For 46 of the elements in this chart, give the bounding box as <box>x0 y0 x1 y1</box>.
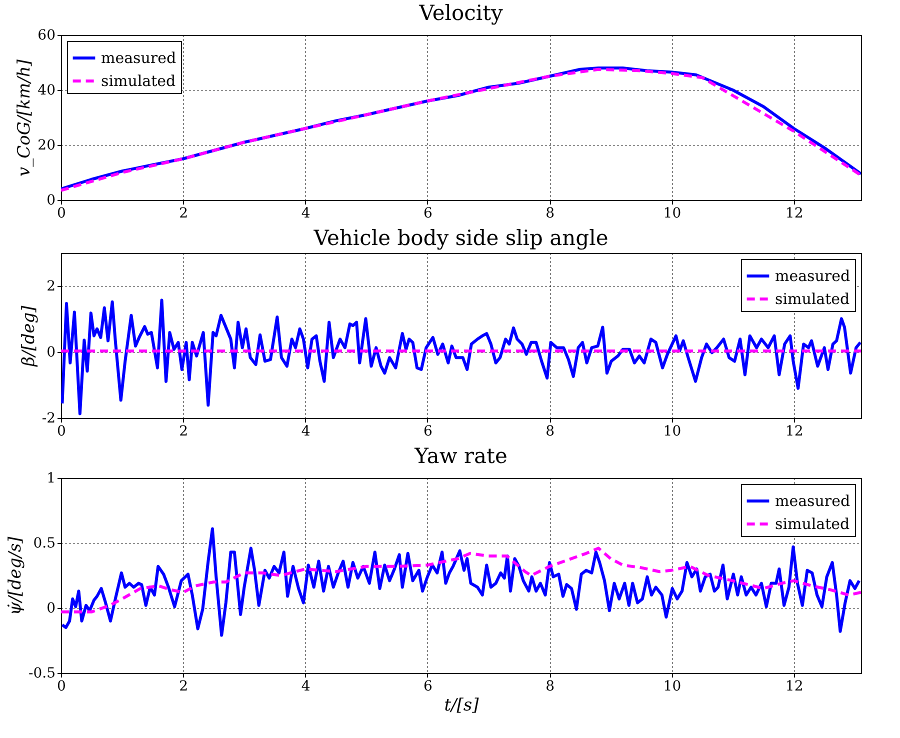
legend-label: measured <box>775 492 850 510</box>
x-tick-label: 4 <box>301 424 310 440</box>
legend-label: measured <box>101 49 176 67</box>
x-tick-label: 0 <box>57 678 66 694</box>
x-tick-label: 0 <box>57 424 66 440</box>
y-tick-label: 40 <box>38 82 56 98</box>
x-tick-label: 2 <box>179 206 188 222</box>
legend-label: simulated <box>775 515 850 533</box>
y-tick-label: 2 <box>46 278 56 294</box>
y-tick-label: 0.5 <box>33 536 56 552</box>
x-tick-label: 10 <box>663 678 682 694</box>
chart-title: Velocity <box>418 1 504 25</box>
x-tick-label: 8 <box>546 424 555 440</box>
x-tick-label: 12 <box>785 424 804 440</box>
x-tick-label: 10 <box>663 206 682 222</box>
y-tick-label: 1 <box>46 470 56 486</box>
x-tick-label: 6 <box>423 678 432 694</box>
x-tick-label: 12 <box>785 678 804 694</box>
x-axis-title: t/[s] <box>444 696 480 716</box>
y-tick-label: 0 <box>46 192 56 208</box>
y-axis-title: v_CoG/[km/h] <box>14 59 35 177</box>
y-axis-title: ψ̇/[deg/s] <box>6 536 26 616</box>
y-tick-label: -0.5 <box>28 666 56 682</box>
legend-label: measured <box>775 267 850 285</box>
legend-label: simulated <box>775 290 850 308</box>
x-tick-label: 2 <box>179 424 188 440</box>
x-tick-label: 6 <box>423 424 432 440</box>
x-tick-label: 8 <box>546 206 555 222</box>
x-tick-label: 4 <box>301 206 310 222</box>
chart-title: Vehicle body side slip angle <box>312 226 608 250</box>
y-axis-title: β/[deg] <box>18 305 39 368</box>
y-tick-label: 20 <box>38 138 56 154</box>
x-tick-label: 0 <box>57 206 66 222</box>
y-tick-label: 0 <box>46 600 56 616</box>
y-tick-label: 0 <box>46 344 56 360</box>
x-tick-label: 2 <box>179 678 188 694</box>
y-tick-label: -2 <box>42 410 56 426</box>
x-tick-label: 8 <box>546 678 555 694</box>
y-tick-label: 60 <box>38 28 56 44</box>
x-tick-label: 10 <box>663 424 682 440</box>
line-series <box>61 546 861 614</box>
x-tick-label: 6 <box>423 206 432 222</box>
chart-title: Yaw rate <box>414 444 508 468</box>
x-tick-label: 12 <box>785 206 804 222</box>
legend-label: simulated <box>101 72 176 90</box>
x-tick-label: 4 <box>301 678 310 694</box>
